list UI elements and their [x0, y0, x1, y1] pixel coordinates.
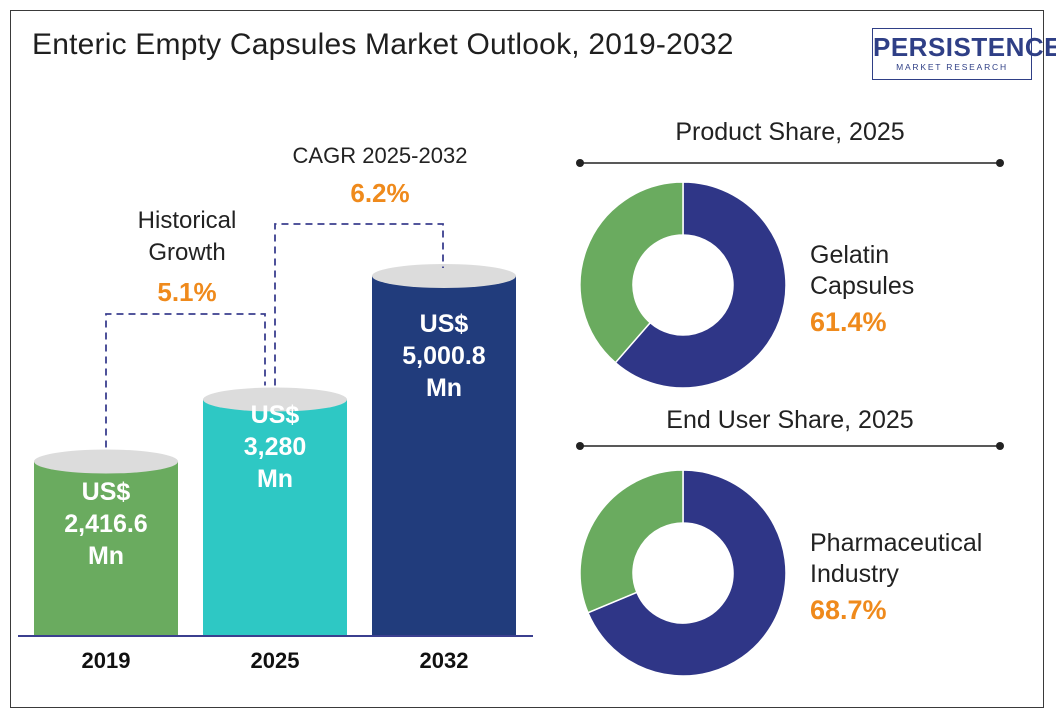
bar-2025-label-unit: Mn: [256, 465, 294, 493]
bar-2032: [372, 276, 516, 635]
outer-frame: [10, 10, 1044, 708]
end-user-share-value: 68.7%: [810, 595, 887, 625]
historical-label-line1: Historical: [137, 207, 237, 234]
end-user-share-label-line1: Pharmaceutical: [810, 529, 983, 557]
historical-label-line2: Growth: [148, 239, 226, 266]
cagr-value: 6.2%: [350, 178, 410, 208]
x-tick-2032: 2032: [419, 648, 469, 673]
logo-tagline: MARKET RESEARCH: [896, 62, 1008, 72]
bar-cap-2032: [372, 264, 516, 288]
product-share-label-line2: Capsules: [810, 272, 915, 300]
product-share-label-line1: Gelatin: [810, 241, 890, 269]
product-share-slice-other: [579, 181, 684, 364]
end-user-share-title: End User Share, 2025: [666, 406, 914, 434]
product-share-title: Product Share, 2025: [675, 118, 905, 146]
bar-2019-label-value: 2,416.6: [64, 510, 148, 538]
bar-cap-2025: [203, 387, 347, 412]
bar-2019: [34, 461, 178, 635]
bar-2019-label-unit: Mn: [87, 542, 125, 570]
end-user-share-slice-primary: [586, 469, 787, 677]
historical-growth-connector: [105, 313, 266, 448]
end-user-share-divider-dot-right: [996, 442, 1004, 450]
bar-cap-2019: [34, 449, 178, 474]
end-user-share-label-line2: Industry: [810, 560, 899, 588]
brand-logo: PERSISTENCE MARKET RESEARCH: [872, 28, 1056, 80]
cagr-connector: [274, 223, 444, 386]
product-share-slice-primary: [614, 181, 787, 389]
bar-2025-label-currency: US$: [250, 401, 300, 429]
page-title: Enteric Empty Capsules Market Outlook, 2…: [32, 28, 734, 61]
end-user-share-divider-dot-left: [576, 442, 584, 450]
bar-2032-label-unit: Mn: [425, 374, 463, 402]
x-tick-2019: 2019: [81, 648, 131, 673]
product-share-divider-dot-left: [576, 159, 584, 167]
bar-2019-label-currency: US$: [81, 478, 131, 506]
product-share-divider-dot-right: [996, 159, 1004, 167]
logo-wordmark: PERSISTENCE: [873, 32, 1056, 62]
bar-2025: [203, 399, 347, 635]
historical-growth-value: 5.1%: [157, 277, 217, 307]
bar-2032-label-value: 5,000.8: [402, 342, 486, 370]
end-user-share-slice-other: [579, 469, 684, 614]
bar-2025-label-value: 3,280: [243, 433, 307, 461]
x-tick-2025: 2025: [250, 648, 300, 673]
cagr-label: CAGR 2025-2032: [292, 143, 468, 168]
bar-2032-label-currency: US$: [419, 310, 469, 338]
product-share-value: 61.4%: [810, 307, 887, 337]
